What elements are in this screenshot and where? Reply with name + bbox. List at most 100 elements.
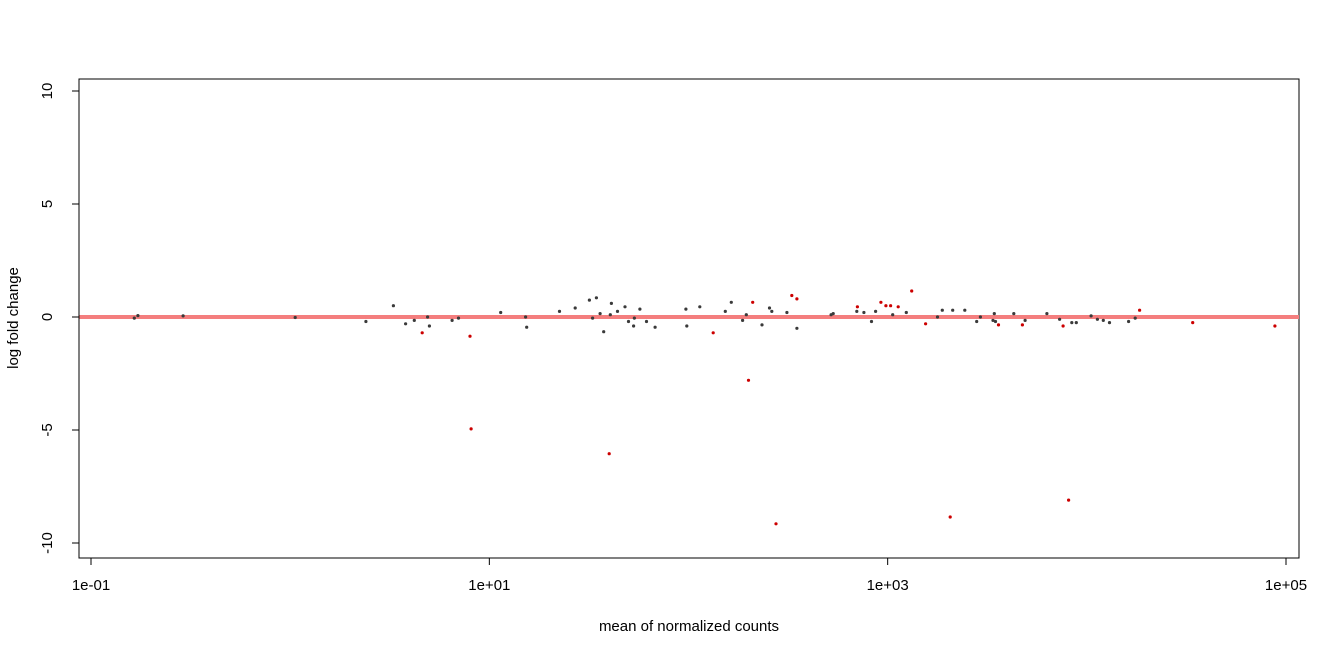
data-point-highlighted: [1191, 321, 1195, 325]
data-points: [132, 289, 1277, 526]
data-point: [404, 322, 408, 326]
data-point: [744, 313, 748, 317]
data-point: [963, 308, 967, 312]
data-point: [760, 323, 764, 327]
data-point-highlighted: [711, 331, 715, 335]
data-point: [855, 309, 859, 313]
data-point: [609, 301, 614, 305]
data-point-highlighted: [746, 378, 751, 382]
data-point-highlighted: [469, 427, 473, 431]
data-point-highlighted: [795, 297, 799, 301]
data-point: [770, 309, 774, 313]
data-point: [524, 315, 528, 319]
y-tick-label: 5: [39, 200, 56, 208]
data-point-highlighted: [420, 331, 424, 335]
data-point: [1045, 312, 1049, 316]
data-point-highlighted: [896, 305, 900, 309]
data-point-highlighted: [948, 515, 952, 519]
data-point-highlighted: [1067, 498, 1071, 502]
data-point: [1058, 317, 1062, 321]
data-point: [608, 313, 612, 317]
data-point: [1074, 321, 1078, 325]
data-point: [426, 315, 430, 319]
data-point: [767, 306, 772, 310]
data-point: [427, 324, 431, 328]
data-point: [456, 316, 461, 320]
data-point: [723, 309, 727, 313]
y-tick-label: 10: [39, 83, 56, 100]
data-point: [795, 326, 799, 330]
data-point: [1133, 316, 1137, 320]
data-point: [573, 306, 577, 310]
x-axis-label: mean of normalized counts: [599, 618, 779, 635]
data-point-highlighted: [1138, 308, 1142, 312]
x-axis: 1e-01 1e+01 1e+03 1e+05: [72, 557, 1307, 594]
data-point-highlighted: [1020, 323, 1024, 327]
data-point-highlighted: [1061, 324, 1065, 328]
data-point-highlighted: [790, 293, 794, 298]
data-point: [992, 312, 996, 316]
y-tick-label: -5: [39, 423, 56, 436]
data-point: [975, 319, 979, 324]
y-axis-label: log fold change: [5, 267, 22, 369]
data-point-highlighted: [924, 322, 928, 326]
data-point: [598, 312, 602, 316]
data-point-highlighted: [884, 304, 888, 308]
data-point: [181, 314, 185, 318]
data-point: [935, 315, 940, 319]
data-point: [869, 319, 874, 324]
data-point: [1070, 321, 1074, 325]
data-point: [644, 319, 649, 324]
data-point: [831, 312, 835, 316]
data-point-highlighted: [879, 300, 883, 304]
data-point-highlighted: [996, 323, 1001, 327]
data-point-highlighted: [1273, 324, 1277, 328]
data-point: [638, 307, 642, 311]
data-point: [940, 308, 944, 312]
data-point: [951, 308, 955, 312]
data-point: [993, 319, 998, 324]
data-point: [391, 304, 395, 308]
data-point: [499, 310, 503, 315]
y-axis: 10 5 0 -5 -10: [39, 83, 80, 554]
data-point: [626, 319, 631, 324]
x-tick-label: 1e+03: [867, 577, 909, 594]
data-point: [594, 296, 599, 300]
data-point: [1095, 317, 1099, 321]
data-point: [1107, 321, 1112, 325]
data-point: [741, 318, 745, 322]
data-point-highlighted: [774, 522, 778, 526]
data-point-highlighted: [607, 452, 611, 456]
data-point: [684, 307, 688, 311]
data-point: [623, 305, 627, 309]
data-point: [653, 325, 657, 329]
data-point: [685, 324, 689, 328]
data-point: [1089, 314, 1093, 318]
x-tick-label: 1e+01: [468, 577, 510, 594]
data-point: [785, 310, 789, 315]
data-point-highlighted: [910, 289, 914, 293]
data-point: [729, 300, 733, 304]
data-point: [293, 315, 297, 320]
data-point-highlighted: [751, 300, 755, 304]
data-point: [412, 318, 416, 322]
data-point: [991, 318, 995, 322]
data-point-highlighted: [855, 305, 860, 309]
data-point: [862, 310, 866, 315]
data-point: [1012, 312, 1016, 316]
data-point: [1127, 319, 1131, 324]
data-point: [602, 330, 606, 334]
y-tick-label: 0: [39, 313, 56, 321]
data-point: [450, 318, 454, 322]
data-point: [557, 309, 562, 313]
data-point: [632, 324, 636, 328]
data-point: [698, 305, 702, 309]
data-point: [615, 309, 620, 313]
data-point: [591, 316, 595, 320]
data-point: [587, 298, 592, 302]
x-tick-label: 1e+05: [1265, 577, 1307, 594]
y-tick-label: -10: [39, 532, 56, 554]
data-point: [904, 310, 908, 315]
data-point: [891, 313, 895, 317]
